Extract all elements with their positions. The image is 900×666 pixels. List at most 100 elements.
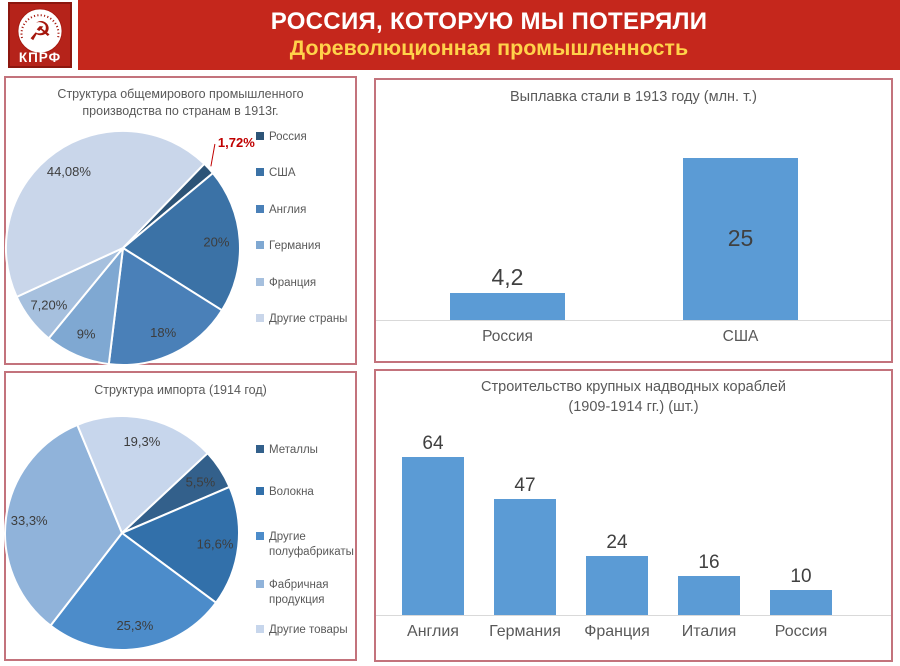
legend-label: Другие товары: [269, 624, 348, 636]
legend-label: Германия: [269, 240, 321, 252]
chart-panel-warships: Строительство крупных надводных кораблей…: [374, 369, 893, 662]
pie-slice: [76, 415, 209, 534]
pie-data-label: 25,3%: [116, 618, 153, 633]
category-label: Россия: [482, 328, 533, 345]
legend-swatch-icon: [256, 580, 264, 588]
bar-slot: 4,2: [450, 264, 565, 320]
legend-swatch-icon: [256, 625, 264, 633]
import-structure-legend: Металлы Волокна Другие полуфабрикаты Фабрич…: [256, 373, 354, 659]
bar: [770, 590, 832, 615]
world-production-legend: Россия США Англия Германия Франция Другие стр…: [256, 78, 353, 363]
plot-area: 4,2 25: [376, 158, 891, 321]
legend-item: Металлы: [256, 443, 318, 458]
pie-slice: [49, 532, 217, 651]
legend-item: Другие полуфабрикаты: [256, 530, 354, 559]
pie-data-label: 16,6%: [197, 536, 234, 551]
legend-swatch-icon: [256, 168, 264, 176]
legend-label: Франция: [269, 277, 317, 289]
bar-value-label: 64: [422, 433, 444, 454]
category-slot: Франция: [584, 623, 650, 641]
pie-data-label: 20%: [203, 234, 229, 249]
legend-item: Волокна: [256, 485, 314, 500]
legend-swatch-icon: [256, 445, 264, 453]
bar-value-label: 4,2: [491, 263, 524, 290]
bar: [678, 575, 740, 615]
bar-value-label: 16: [698, 551, 720, 573]
bar: 25: [683, 158, 798, 320]
bar-value-label: 24: [606, 531, 628, 553]
chart-panel-import-structure: Структура импорта (1914 год) 5,5% 16,6% 25…: [4, 371, 357, 661]
category-label: Германия: [489, 623, 561, 640]
category-axis: Россия США: [376, 328, 891, 346]
category-label: Италия: [681, 623, 737, 640]
bar: [586, 555, 648, 615]
slide-subtitle: Дореволюционная промышленность: [289, 35, 689, 60]
bar-slot: 24: [586, 532, 648, 615]
bar: [494, 499, 556, 615]
pie-slice: [4, 129, 206, 298]
legend-swatch-icon: [256, 532, 264, 540]
chart-title: Структура общемирового промышленного про…: [57, 87, 304, 118]
bar-value-label: 47: [514, 475, 536, 496]
legend-item: Россия: [256, 130, 307, 145]
legend-label: Другие страны: [269, 313, 348, 325]
import-structure-pie-chart: 5,5% 16,6% 25,3% 33,3% 19,3%: [4, 415, 240, 651]
legend-label: Металлы: [269, 444, 318, 456]
bar-slot: 47: [494, 475, 556, 615]
pie-data-label: 19,3%: [123, 434, 160, 449]
legend-label: Англия: [269, 204, 307, 216]
legend-item: Другие товары: [256, 623, 348, 638]
legend-item: Фабричная продукция: [256, 578, 353, 607]
legend-swatch-icon: [256, 132, 264, 140]
legend-swatch-icon: [256, 314, 264, 322]
bar-slot: 25: [683, 158, 798, 320]
pie-data-label: 1,72%: [218, 135, 255, 150]
pie-data-label: 33,3%: [11, 513, 48, 528]
category-label: Франция: [584, 623, 650, 640]
category-slot: США: [683, 328, 798, 346]
legend-label: Фабричная продукция: [269, 579, 329, 606]
legend-label: США: [269, 167, 296, 179]
logo-text: КПРФ: [18, 50, 62, 65]
legend-swatch-icon: [256, 278, 264, 286]
bar: [402, 457, 464, 615]
chart-title: Структура импорта (1914 год): [94, 383, 267, 397]
warships-bar-chart: 64 47 24 16 10 Англия Германия Франция Италия Ро…: [376, 371, 891, 660]
world-production-pie-chart: 1,72% 20% 18% 9% 7,20% 44,08%: [4, 129, 255, 366]
legend-label: Россия: [269, 131, 307, 143]
bar-slot: 10: [770, 566, 832, 615]
category-slot: Италия: [678, 623, 740, 641]
steel-output-bar-chart: 4,2 25 Россия США: [376, 80, 891, 361]
bar: [450, 292, 565, 320]
category-slot: Россия: [770, 623, 832, 641]
label-leader-line: [210, 143, 216, 167]
legend-item: Другие страны: [256, 312, 347, 327]
pie-data-label: 18%: [150, 325, 176, 340]
plot-area: 64 47 24 16 10: [376, 433, 891, 616]
legend-swatch-icon: [256, 487, 264, 495]
chart-title: Строительство крупных надводных кораблей…: [481, 379, 786, 415]
category-label: США: [722, 328, 759, 345]
bar-slot: 16: [678, 551, 740, 615]
pie-data-label: 5,5%: [186, 474, 216, 489]
bar-value-label: 10: [790, 566, 812, 588]
pie-slice: [4, 423, 123, 627]
pie-data-label: 7,20%: [30, 298, 67, 313]
legend-item: Англия: [256, 203, 306, 218]
category-slot: Германия: [489, 623, 561, 641]
bar-slot: 64: [402, 433, 464, 615]
chart-panel-world-production: Структура общемирового промышленного про…: [4, 76, 357, 366]
legend-item: Франция: [256, 276, 316, 291]
kprf-logo: ☭ КПРФ: [8, 2, 72, 68]
category-slot: Россия: [450, 328, 565, 346]
category-label: Англия: [407, 623, 459, 640]
chart-title: Выплавка стали в 1913 году (млн. т.): [510, 89, 757, 105]
legend-item: США: [256, 166, 296, 181]
header-banner: РОССИЯ, КОТОРУЮ МЫ ПОТЕРЯЛИ Дореволюцион…: [78, 0, 900, 70]
logo-emblem: ☭: [17, 8, 63, 54]
category-axis: Англия Германия Франция Италия Россия: [376, 623, 891, 641]
chart-panel-steel-output: Выплавка стали в 1913 году (млн. т.) 4,2…: [374, 78, 893, 363]
pie-slice: [107, 247, 223, 366]
pie-slice: [122, 172, 241, 312]
